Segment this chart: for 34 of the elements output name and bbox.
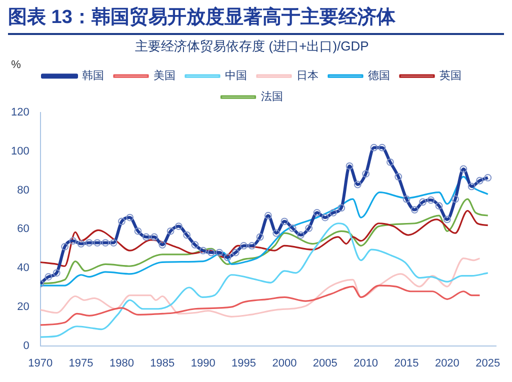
legend-label: 英国 [440,69,462,82]
x-tick-label: 2010 [354,357,378,370]
x-tick-label: 2025 [476,357,500,370]
x-tick-label: 1970 [28,357,53,370]
line-series [40,222,489,338]
chart-title: 图表 13：韩国贸易开放度显著高于主要经济体 [8,0,504,35]
y-tick-label: 120 [10,106,30,119]
x-tick-label: 1975 [68,357,94,370]
legend-label: 日本 [296,69,318,82]
y-tick-label: 40 [17,262,30,274]
y-tick-label: 80 [17,184,30,196]
x-tick-label: 2015 [394,357,419,370]
x-tick-label: 1990 [190,357,216,370]
line-series [40,258,481,318]
x-tick-label: 2020 [434,357,460,370]
legend-label: 美国 [154,69,176,82]
x-tick-label: 2005 [312,357,338,370]
legend-label: 韩国 [82,69,104,82]
y-tick-label: 0 [23,340,30,352]
x-tick-label: 1980 [109,357,134,370]
y-tick-label: 100 [10,146,30,158]
y-axis-title: % [11,59,22,72]
x-tick-label: 2000 [272,357,297,370]
x-tick-label: 1995 [232,357,256,370]
x-tick-label: 1985 [150,357,175,370]
legend-label: 中国 [225,69,247,82]
line-series [40,210,489,267]
y-tick-label: 20 [17,300,30,313]
chart-subtitle: 主要经济体贸易依存度 (进口+出口)/GDP [135,38,369,54]
legend-label: 法国 [260,90,283,104]
legend-label: 德国 [368,70,390,82]
y-tick-label: 60 [17,223,30,236]
line-series [40,284,481,326]
line-series [40,176,489,286]
